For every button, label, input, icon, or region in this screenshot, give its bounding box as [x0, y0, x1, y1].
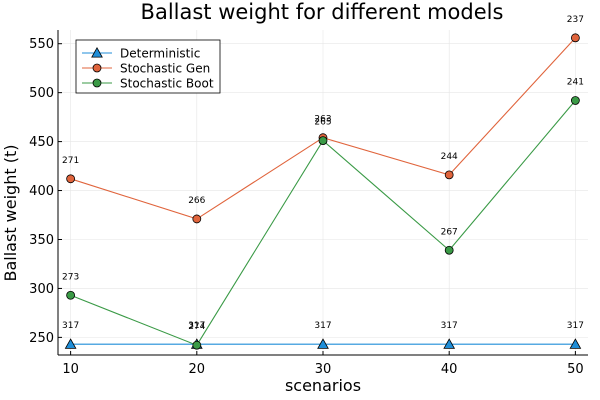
legend-marker-deterministic — [91, 46, 103, 58]
data-point-stochastic-gen — [444, 170, 454, 180]
legend-item-stochastic-boot: Stochastic Boot — [82, 77, 214, 91]
y-tick-label: 350 — [29, 233, 54, 248]
data-point-deterministic — [317, 338, 329, 349]
y-axis-title: Ballast weight (t) — [1, 145, 20, 282]
y-tick-label: 400 — [29, 184, 54, 199]
data-point-deterministic — [64, 338, 77, 349]
legend-marker-stochastic-gen — [92, 63, 102, 73]
series-layer — [64, 33, 582, 350]
data-label-deterministic: 317 — [567, 321, 584, 331]
x-tick-label: 50 — [567, 362, 584, 377]
data-point-deterministic — [569, 338, 582, 349]
legend-label-stochastic-boot: Stochastic Boot — [120, 77, 214, 91]
data-point-stochastic-boot — [444, 245, 454, 255]
x-tick-label: 40 — [441, 362, 458, 377]
data-label-stochastic-boot: 274 — [188, 322, 205, 332]
data-point-stochastic-boot — [192, 340, 202, 350]
data-label-stochastic-boot: 265 — [314, 118, 331, 128]
data-point-deterministic — [443, 338, 456, 349]
legend-item-stochastic-gen: Stochastic Gen — [82, 62, 210, 76]
x-tick-label: 30 — [315, 362, 332, 377]
y-tick-label: 550 — [29, 37, 54, 52]
legend-marker-stochastic-boot — [92, 78, 102, 88]
data-point-stochastic-gen — [570, 33, 580, 43]
x-ticks: 10 20 30 40 50 — [62, 351, 584, 377]
x-tick-label: 20 — [189, 362, 206, 377]
data-label-stochastic-gen: 244 — [441, 152, 458, 162]
y-tick-label: 300 — [29, 282, 54, 297]
y-tick-label: 250 — [29, 331, 54, 346]
legend-label-stochastic-gen: Stochastic Gen — [120, 62, 210, 76]
data-label-deterministic: 317 — [62, 321, 79, 331]
data-label-deterministic: 317 — [314, 321, 331, 331]
data-point-stochastic-boot — [66, 290, 76, 300]
data-label-stochastic-gen: 263 — [314, 115, 331, 125]
y-tick-label: 500 — [29, 86, 54, 101]
data-labels: 317 317 317 317 317 271 266 263 244 237 273 274 265 2… — [62, 15, 584, 332]
legend-item-deterministic: Deterministic — [82, 47, 200, 61]
data-point-stochastic-boot — [318, 136, 328, 146]
data-point-stochastic-gen — [66, 174, 76, 184]
data-label-deterministic: 317 — [188, 321, 205, 331]
data-point-stochastic-gen — [192, 214, 202, 224]
x-axis-title: scenarios — [285, 376, 361, 395]
data-label-stochastic-boot: 267 — [441, 227, 458, 237]
chart-title: Ballast weight for different models — [141, 0, 504, 24]
y-ticks: 250 300 350 400 450 500 550 — [29, 37, 62, 346]
data-label-stochastic-boot: 241 — [567, 77, 584, 87]
data-label-deterministic: 317 — [441, 321, 458, 331]
y-tick-label: 450 — [29, 135, 54, 150]
data-label-stochastic-boot: 273 — [62, 272, 79, 282]
legend-label-deterministic: Deterministic — [120, 47, 200, 61]
data-label-stochastic-gen: 271 — [62, 156, 79, 166]
data-label-stochastic-gen: 237 — [567, 15, 584, 25]
data-point-stochastic-boot — [570, 96, 580, 105]
series-stochastic-boot — [66, 96, 580, 350]
data-label-stochastic-gen: 266 — [188, 196, 205, 206]
x-tick-label: 10 — [62, 362, 79, 377]
